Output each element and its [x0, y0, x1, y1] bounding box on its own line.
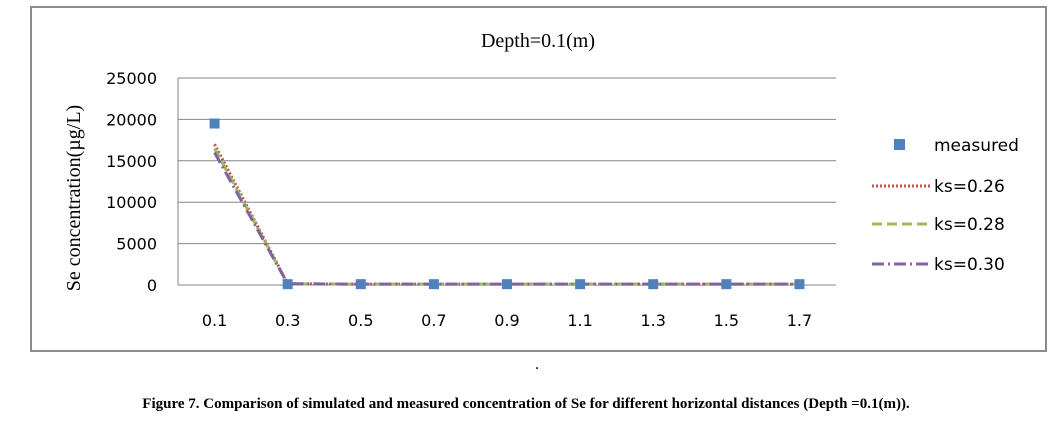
- x-tick-label: 1.5: [714, 311, 739, 330]
- legend-symbol: [894, 139, 905, 150]
- series-line-ks=0.30: [213, 151, 800, 286]
- measured-point: [721, 279, 732, 290]
- legend-label: ks=0.26: [934, 177, 1005, 197]
- figure-caption: Figure 7. Comparison of simulated and me…: [142, 396, 910, 412]
- y-tick-label: 25000: [106, 69, 157, 88]
- measured-point: [575, 279, 586, 290]
- measured-point: [209, 118, 220, 129]
- x-tick-label: 0.3: [275, 311, 300, 330]
- measured-point: [355, 279, 366, 290]
- x-tick-label: 0.7: [421, 311, 446, 330]
- legend-label: measured: [934, 136, 1019, 156]
- x-tick-label: 1.7: [787, 311, 812, 330]
- chart-frame: [30, 6, 1047, 352]
- chart-title: Depth=0.1(m): [481, 30, 595, 52]
- y-tick-label: 5000: [116, 235, 157, 254]
- y-axis-label: Se concentration(µg/L): [63, 105, 85, 291]
- measured-point: [282, 279, 293, 290]
- y-tick-label: 10000: [106, 193, 157, 212]
- x-tick-label: 1.3: [640, 311, 665, 330]
- series-line-ks=0.26: [213, 143, 800, 286]
- measured-point: [648, 279, 659, 290]
- measured-point: [794, 279, 805, 290]
- series-layer: [209, 118, 805, 290]
- measured-point: [502, 279, 512, 290]
- gridlines: [177, 77, 836, 286]
- y-tick-label: 20000: [106, 110, 157, 129]
- measured-point: [428, 279, 439, 290]
- y-tick-label: 0: [147, 276, 157, 295]
- footer-mark: .: [535, 356, 539, 373]
- legend-label: ks=0.30: [934, 255, 1005, 275]
- y-tick-label: 15000: [106, 152, 157, 171]
- y-tick-labels: 0 5000 10000 15000 20000 25000: [106, 69, 157, 295]
- x-tick-labels: 0.1 0.3 0.5 0.7 0.9 1.1 1.3 1.5 1.7: [202, 311, 812, 330]
- x-tick-label: 1.1: [567, 311, 592, 330]
- series-line-ks=0.28: [213, 147, 800, 286]
- x-tick-label: 0.5: [348, 311, 373, 330]
- legend-label: ks=0.28: [934, 215, 1005, 235]
- x-tick-label: 0.1: [202, 311, 227, 330]
- legend: measured ks=0.26 ks=0.28 ks=0.30: [872, 136, 1019, 275]
- x-tick-label: 0.9: [494, 311, 519, 330]
